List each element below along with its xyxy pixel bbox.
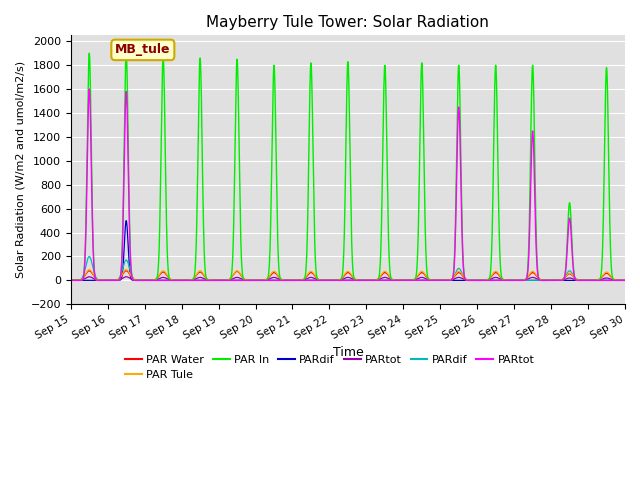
PAR Tule [504,277,511,283]
Line: PAR Water: PAR Water [71,271,625,280]
PARtot [442,277,449,283]
PARdif [328,277,335,283]
PARtot [201,277,209,283]
PAR In [85,50,93,56]
PAR In [442,277,449,283]
Title: Mayberry Tule Tower: Solar Radiation: Mayberry Tule Tower: Solar Radiation [207,15,490,30]
PAR Tule [621,277,628,283]
PARtot [67,277,75,283]
X-axis label: Time: Time [333,346,364,360]
PARtot [621,277,629,283]
PARdif [67,277,75,283]
Line: PAR Tule: PAR Tule [71,270,625,280]
Line: PAR In: PAR In [71,53,625,280]
PAR Tule [67,277,75,283]
PARdif [251,277,259,283]
PAR Water [621,277,628,283]
PAR In [328,277,335,283]
PAR Water [621,277,629,283]
PARtot [472,277,480,283]
PAR In [166,277,174,283]
Line: PARdif: PARdif [71,221,625,280]
PAR In [67,277,75,283]
PARdif [621,277,628,283]
PARtot [621,277,628,283]
PAR Tule [442,277,449,283]
PAR In [504,277,511,283]
PAR In [472,277,480,283]
PAR Tule [472,277,480,283]
Line: PARtot: PARtot [71,89,625,280]
Line: PARdif: PARdif [71,256,625,280]
PAR Water [166,276,174,282]
PARdif [621,277,628,283]
PARdif [67,277,75,283]
PARtot [67,277,75,283]
PARdif [442,277,449,283]
PAR Tule [166,276,174,282]
PAR Tule [621,277,629,283]
Text: MB_tule: MB_tule [115,43,171,57]
PARtot [166,277,174,283]
PAR Tule [328,277,335,283]
PAR Water [504,277,511,283]
PARdif [621,277,629,283]
PARdif [85,253,93,259]
PARtot [472,277,480,283]
PARdif [166,277,174,283]
PARdif [504,277,511,283]
PARtot [328,277,335,283]
PAR Water [67,277,75,283]
PAR In [621,277,629,283]
PAR Water [328,277,335,283]
PARdif [621,277,629,283]
PAR Water [85,268,93,274]
PARdif [472,277,480,283]
PARtot [85,274,93,280]
PARtot [621,277,628,283]
PARdif [166,277,174,283]
PARdif [122,218,130,224]
Legend: PAR Water, PAR Tule, PAR In, PARdif, PARtot, PARdif, PARtot: PAR Water, PAR Tule, PAR In, PARdif, PAR… [121,350,539,385]
PAR Water [472,277,480,283]
Y-axis label: Solar Radiation (W/m2 and umol/m2/s): Solar Radiation (W/m2 and umol/m2/s) [15,61,25,278]
PAR In [621,277,628,283]
PARdif [504,277,511,283]
PARtot [504,277,511,283]
PARtot [328,277,335,283]
PARdif [442,277,449,283]
PARtot [166,277,174,283]
PARdif [472,277,480,283]
PARtot [504,277,511,283]
PARtot [442,277,449,283]
PAR Tule [85,267,93,273]
PARtot [85,86,93,92]
PAR Water [442,277,449,283]
PARdif [194,277,202,283]
PARtot [621,277,629,283]
Line: PARtot: PARtot [71,277,625,280]
PARdif [328,277,335,283]
